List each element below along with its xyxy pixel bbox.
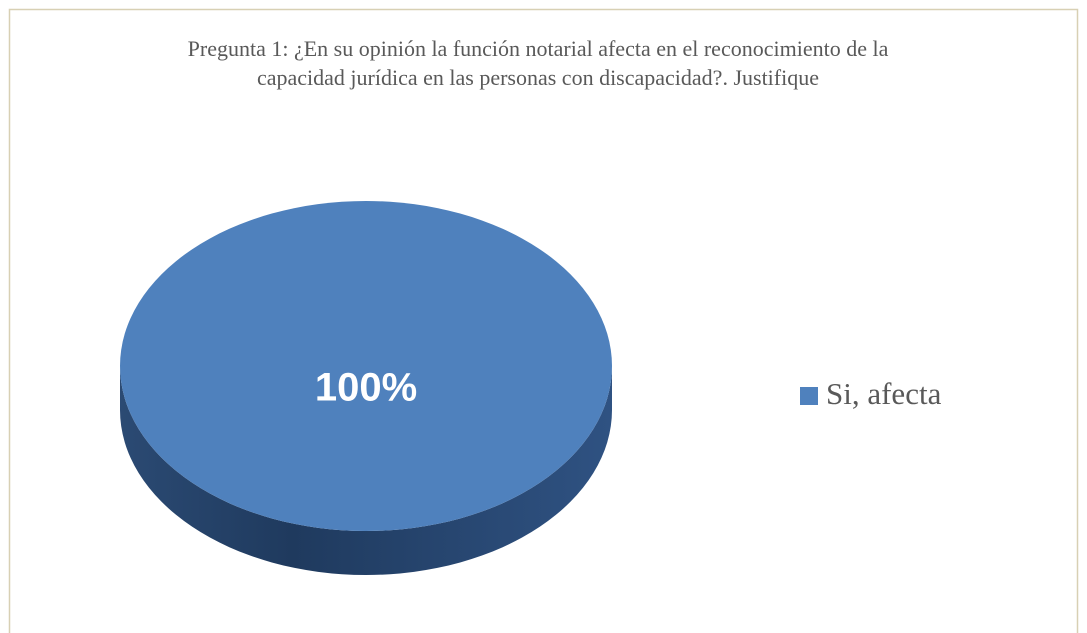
chart-title: Pregunta 1: ¿En su opinión la función no…	[187, 36, 889, 90]
legend-swatch	[800, 387, 818, 405]
chart-border	[8, 8, 1079, 633]
value-label: 100%	[315, 366, 417, 410]
pie-side	[120, 366, 612, 575]
pie-slice	[120, 201, 612, 531]
legend-label: Si, afecta	[826, 376, 942, 411]
